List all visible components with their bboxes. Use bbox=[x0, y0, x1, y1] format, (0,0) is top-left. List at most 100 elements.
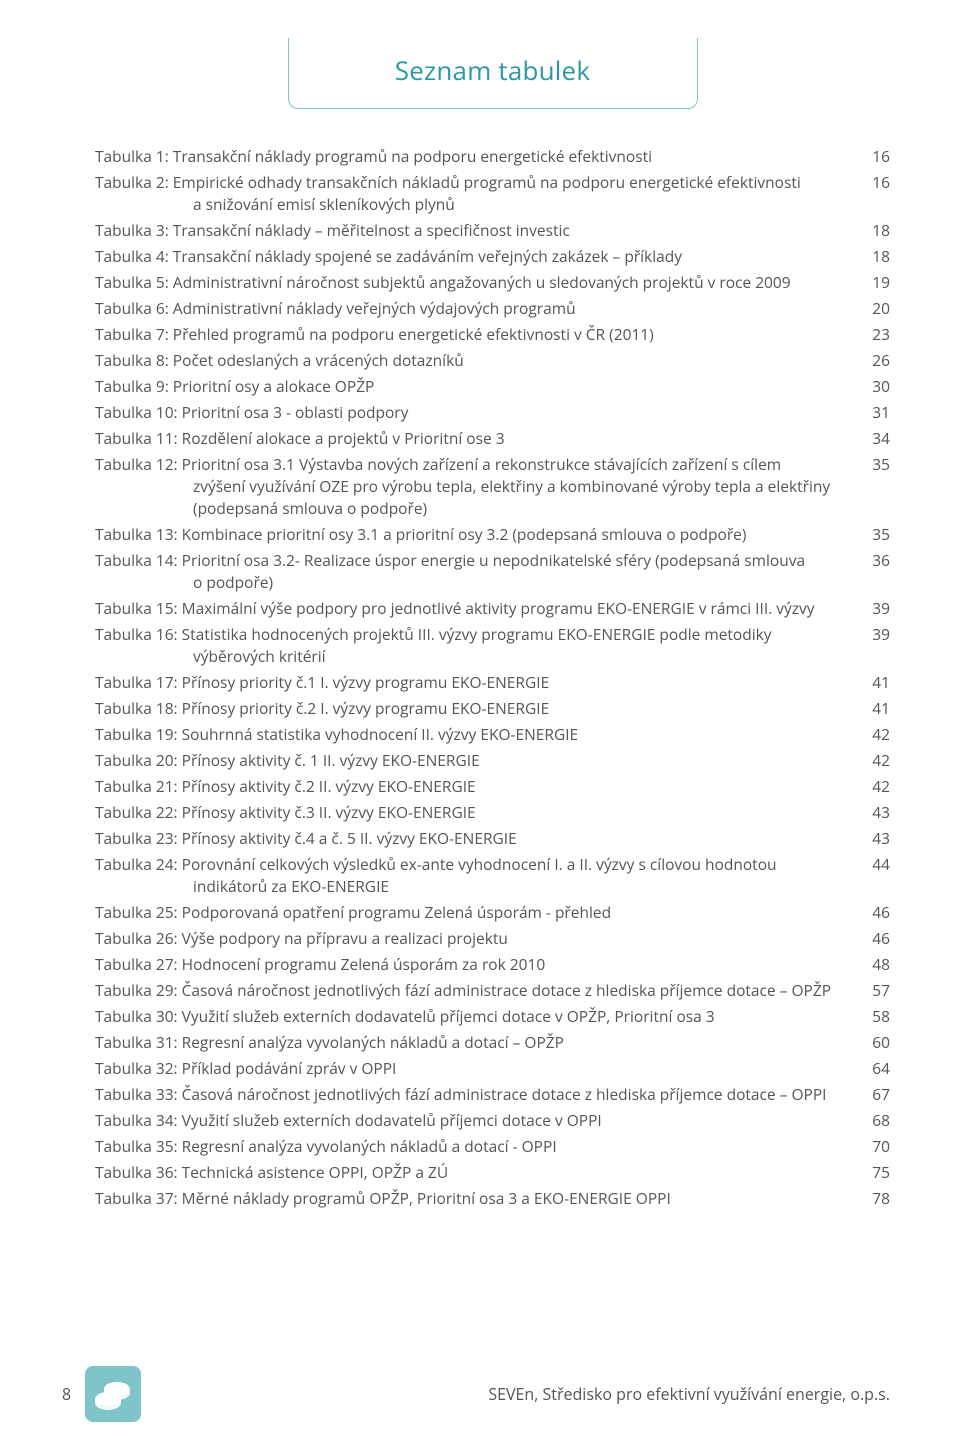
toc-entry-text: Tabulka 32: Příklad podávání zpráv v OPP… bbox=[95, 1057, 396, 1079]
toc-entry-text: Tabulka 34: Využití služeb externích dod… bbox=[95, 1109, 602, 1131]
toc-row: Tabulka 9: Prioritní osy a alokace OPŽP3… bbox=[95, 375, 890, 397]
toc-entry-page: 39 bbox=[858, 597, 890, 619]
toc-entry-label: Tabulka 26: Výše podpory na přípravu a r… bbox=[95, 927, 858, 949]
toc-entry-text: Tabulka 15: Maximální výše podpory pro j… bbox=[95, 597, 815, 619]
toc-entry-text: Tabulka 21: Přínosy aktivity č.2 II. výz… bbox=[95, 775, 476, 797]
toc-entry-page: 16 bbox=[858, 145, 890, 167]
toc-entry-text: Tabulka 6: Administrativní náklady veřej… bbox=[95, 297, 576, 319]
toc-entry-label: Tabulka 16: Statistika hodnocených proje… bbox=[95, 623, 858, 667]
toc-row: Tabulka 35: Regresní analýza vyvolaných … bbox=[95, 1135, 890, 1157]
toc-row: Tabulka 31: Regresní analýza vyvolaných … bbox=[95, 1031, 890, 1053]
toc-entry-page: 18 bbox=[858, 219, 890, 241]
toc-entry-label: Tabulka 36: Technická asistence OPPI, OP… bbox=[95, 1161, 858, 1183]
toc-entry-text: Tabulka 13: Kombinace prioritní osy 3.1 … bbox=[95, 523, 746, 545]
toc-entry-text: Tabulka 36: Technická asistence OPPI, OP… bbox=[95, 1161, 448, 1183]
toc-entry-text: Tabulka 14: Prioritní osa 3.2- Realizace… bbox=[95, 549, 805, 571]
toc-entry-label: Tabulka 19: Souhrnná statistika vyhodnoc… bbox=[95, 723, 858, 745]
toc-row: Tabulka 36: Technická asistence OPPI, OP… bbox=[95, 1161, 890, 1183]
toc-row: Tabulka 26: Výše podpory na přípravu a r… bbox=[95, 927, 890, 949]
toc-row: Tabulka 10: Prioritní osa 3 - oblasti po… bbox=[95, 401, 890, 423]
toc-row: Tabulka 16: Statistika hodnocených proje… bbox=[95, 623, 890, 667]
toc-row: Tabulka 15: Maximální výše podpory pro j… bbox=[95, 597, 890, 619]
toc-entry-label: Tabulka 34: Využití služeb externích dod… bbox=[95, 1109, 858, 1131]
toc-row: Tabulka 1: Transakční náklady programů n… bbox=[95, 145, 890, 167]
toc-entry-label: Tabulka 17: Přínosy priority č.1 I. výzv… bbox=[95, 671, 858, 693]
toc-entry-label: Tabulka 29: Časová náročnost jednotlivýc… bbox=[95, 979, 858, 1001]
toc-entry-label: Tabulka 15: Maximální výše podpory pro j… bbox=[95, 597, 858, 619]
toc-entry-text: Tabulka 27: Hodnocení programu Zelená ús… bbox=[95, 953, 545, 975]
toc-entry-label: Tabulka 25: Podporovaná opatření program… bbox=[95, 901, 858, 923]
toc-entry-text: Tabulka 25: Podporovaná opatření program… bbox=[95, 901, 611, 923]
toc-entry-page: 67 bbox=[858, 1083, 890, 1105]
toc-row: Tabulka 8: Počet odeslaných a vrácených … bbox=[95, 349, 890, 371]
toc-entry-page: 46 bbox=[858, 901, 890, 923]
toc-entry-page: 43 bbox=[858, 801, 890, 823]
toc-row: Tabulka 6: Administrativní náklady veřej… bbox=[95, 297, 890, 319]
toc-entry-continuation: a snižování emisí skleníkových plynů bbox=[95, 193, 850, 215]
toc-row: Tabulka 17: Přínosy priority č.1 I. výzv… bbox=[95, 671, 890, 693]
toc-entry-text: Tabulka 19: Souhrnná statistika vyhodnoc… bbox=[95, 723, 578, 745]
toc-row: Tabulka 25: Podporovaná opatření program… bbox=[95, 901, 890, 923]
toc-entry-page: 64 bbox=[858, 1057, 890, 1079]
toc-entry-continuation: výběrových kritérií bbox=[95, 645, 850, 667]
toc-entry-label: Tabulka 13: Kombinace prioritní osy 3.1 … bbox=[95, 523, 858, 545]
toc-entry-text: Tabulka 12: Prioritní osa 3.1 Výstavba n… bbox=[95, 453, 781, 475]
toc-row: Tabulka 11: Rozdělení alokace a projektů… bbox=[95, 427, 890, 449]
footer-left: 8 bbox=[62, 1366, 141, 1422]
toc-entry-label: Tabulka 33: Časová náročnost jednotlivýc… bbox=[95, 1083, 858, 1105]
toc-entry-text: Tabulka 11: Rozdělení alokace a projektů… bbox=[95, 427, 505, 449]
toc-row: Tabulka 37: Měrné náklady programů OPŽP,… bbox=[95, 1187, 890, 1209]
table-of-contents: Tabulka 1: Transakční náklady programů n… bbox=[95, 145, 890, 1209]
toc-entry-text: Tabulka 9: Prioritní osy a alokace OPŽP bbox=[95, 375, 374, 397]
toc-entry-page: 44 bbox=[858, 853, 890, 875]
toc-entry-label: Tabulka 18: Přínosy priority č.2 I. výzv… bbox=[95, 697, 858, 719]
toc-entry-label: Tabulka 23: Přínosy aktivity č.4 a č. 5 … bbox=[95, 827, 858, 849]
toc-entry-text: Tabulka 24: Porovnání celkových výsledků… bbox=[95, 853, 777, 875]
toc-entry-label: Tabulka 12: Prioritní osa 3.1 Výstavba n… bbox=[95, 453, 858, 519]
toc-row: Tabulka 30: Využití služeb externích dod… bbox=[95, 1005, 890, 1027]
toc-row: Tabulka 21: Přínosy aktivity č.2 II. výz… bbox=[95, 775, 890, 797]
toc-entry-page: 18 bbox=[858, 245, 890, 267]
toc-row: Tabulka 18: Přínosy priority č.2 I. výzv… bbox=[95, 697, 890, 719]
toc-entry-label: Tabulka 4: Transakční náklady spojené se… bbox=[95, 245, 858, 267]
toc-entry-text: Tabulka 18: Přínosy priority č.2 I. výzv… bbox=[95, 697, 549, 719]
toc-row: Tabulka 2: Empirické odhady transakčních… bbox=[95, 171, 890, 215]
toc-row: Tabulka 23: Přínosy aktivity č.4 a č. 5 … bbox=[95, 827, 890, 849]
toc-entry-label: Tabulka 3: Transakční náklady – měřiteln… bbox=[95, 219, 858, 241]
toc-entry-text: Tabulka 4: Transakční náklady spojené se… bbox=[95, 245, 682, 267]
toc-entry-page: 42 bbox=[858, 749, 890, 771]
toc-row: Tabulka 32: Příklad podávání zpráv v OPP… bbox=[95, 1057, 890, 1079]
toc-row: Tabulka 29: Časová náročnost jednotlivýc… bbox=[95, 979, 890, 1001]
toc-row: Tabulka 22: Přínosy aktivity č.3 II. výz… bbox=[95, 801, 890, 823]
toc-entry-page: 42 bbox=[858, 723, 890, 745]
toc-entry-label: Tabulka 1: Transakční náklady programů n… bbox=[95, 145, 858, 167]
toc-row: Tabulka 7: Přehled programů na podporu e… bbox=[95, 323, 890, 345]
toc-entry-label: Tabulka 8: Počet odeslaných a vrácených … bbox=[95, 349, 858, 371]
toc-entry-page: 78 bbox=[858, 1187, 890, 1209]
toc-row: Tabulka 3: Transakční náklady – měřiteln… bbox=[95, 219, 890, 241]
toc-row: Tabulka 4: Transakční náklady spojené se… bbox=[95, 245, 890, 267]
toc-entry-text: Tabulka 17: Přínosy priority č.1 I. výzv… bbox=[95, 671, 549, 693]
toc-entry-page: 57 bbox=[858, 979, 890, 1001]
toc-entry-text: Tabulka 31: Regresní analýza vyvolaných … bbox=[95, 1031, 564, 1053]
toc-row: Tabulka 5: Administrativní náročnost sub… bbox=[95, 271, 890, 293]
toc-entry-label: Tabulka 24: Porovnání celkových výsledků… bbox=[95, 853, 858, 897]
toc-entry-label: Tabulka 2: Empirické odhady transakčních… bbox=[95, 171, 858, 215]
toc-entry-page: 26 bbox=[858, 349, 890, 371]
toc-entry-text: Tabulka 2: Empirické odhady transakčních… bbox=[95, 171, 801, 193]
toc-entry-continuation: indikátorů za EKO-ENERGIE bbox=[95, 875, 850, 897]
toc-row: Tabulka 24: Porovnání celkových výsledků… bbox=[95, 853, 890, 897]
toc-row: Tabulka 34: Využití služeb externích dod… bbox=[95, 1109, 890, 1131]
toc-entry-text: Tabulka 33: Časová náročnost jednotlivýc… bbox=[95, 1083, 827, 1105]
toc-entry-text: Tabulka 35: Regresní analýza vyvolaných … bbox=[95, 1135, 557, 1157]
toc-entry-continuation: zvýšení využívání OZE pro výrobu tepla, … bbox=[95, 475, 850, 519]
toc-entry-page: 46 bbox=[858, 927, 890, 949]
toc-entry-continuation: o podpoře) bbox=[95, 571, 850, 593]
toc-row: Tabulka 20: Přínosy aktivity č. 1 II. vý… bbox=[95, 749, 890, 771]
document-page: Seznam tabulek Tabulka 1: Transakční nák… bbox=[0, 0, 960, 1450]
toc-entry-page: 58 bbox=[858, 1005, 890, 1027]
toc-entry-page: 41 bbox=[858, 697, 890, 719]
toc-entry-label: Tabulka 6: Administrativní náklady veřej… bbox=[95, 297, 858, 319]
toc-entry-label: Tabulka 27: Hodnocení programu Zelená ús… bbox=[95, 953, 858, 975]
toc-row: Tabulka 27: Hodnocení programu Zelená ús… bbox=[95, 953, 890, 975]
